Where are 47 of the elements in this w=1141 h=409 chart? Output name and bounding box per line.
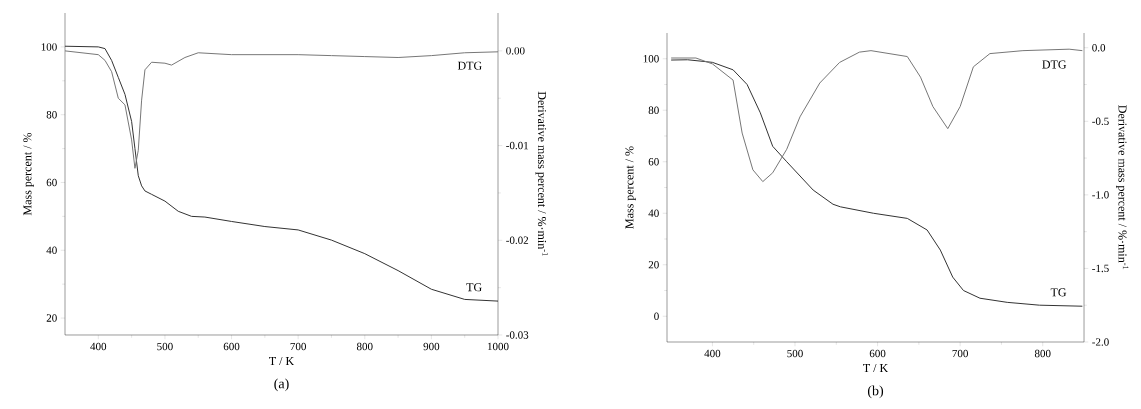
series-label: TG [1050,288,1067,297]
y-tick-label: 0 [654,312,659,320]
y2-tick-label: -0.03 [506,331,529,339]
y2-axis-title: Derivative mass percent / %·min$^{-1}$ [535,91,548,256]
x-tick-label: 400 [90,342,107,351]
series-label: DTG [457,61,482,70]
y-tick-label: 80 [648,106,659,114]
x-tick-label: 600 [869,349,886,358]
y2-tick-label: 0.0 [1092,43,1106,52]
x-tick-label: 400 [704,349,721,358]
line-series [670,59,1083,307]
x-axis-title: T / K [863,364,889,373]
y2-tick-label: -1.5 [1092,264,1109,273]
y-tick-label: 100 [41,43,57,51]
y2-axis-title: Derivative mass percent / %·min$^{-1}$ [1116,105,1129,270]
text: (a) [274,378,289,392]
y2-tick-label: -0.01 [506,141,529,150]
y-tick-label: 20 [46,314,57,322]
y2-tick-label: -0.5 [1092,117,1109,126]
series-label: TG [466,283,482,292]
x-tick-label: 800 [356,342,373,351]
x-tick-label: 500 [157,342,173,351]
y2-tick-label: -0.02 [506,236,529,245]
text: (b) [867,385,884,399]
series-label: DTG [1042,60,1067,69]
y2-tick-label: 0.00 [506,47,525,55]
x-tick-label: 1000 [487,342,509,351]
y-tick-label: 40 [648,209,659,217]
y-tick-label: 60 [46,178,57,187]
x-tick-label: 600 [223,342,240,351]
y-tick-label: 20 [648,261,659,269]
x-tick-label: 800 [1034,349,1051,358]
y-axis-title: Mass percent / % [23,132,34,216]
y-tick-label: 80 [46,110,57,119]
line-series [670,48,1083,183]
y2-tick-label: -1.0 [1092,191,1109,199]
x-tick-label: 700 [290,342,306,351]
y2-tick-label: -2.0 [1092,338,1109,346]
x-tick-label: 900 [423,342,440,351]
y-tick-label: 60 [648,158,659,166]
x-tick-label: 500 [787,349,803,358]
line-series [64,45,499,302]
y-axis-title: Mass percent / % [625,146,636,229]
y-tick-label: 100 [643,55,659,63]
y-tick-label: 40 [46,246,57,254]
x-axis-title: T / K [269,357,295,366]
x-tick-label: 700 [952,349,968,358]
